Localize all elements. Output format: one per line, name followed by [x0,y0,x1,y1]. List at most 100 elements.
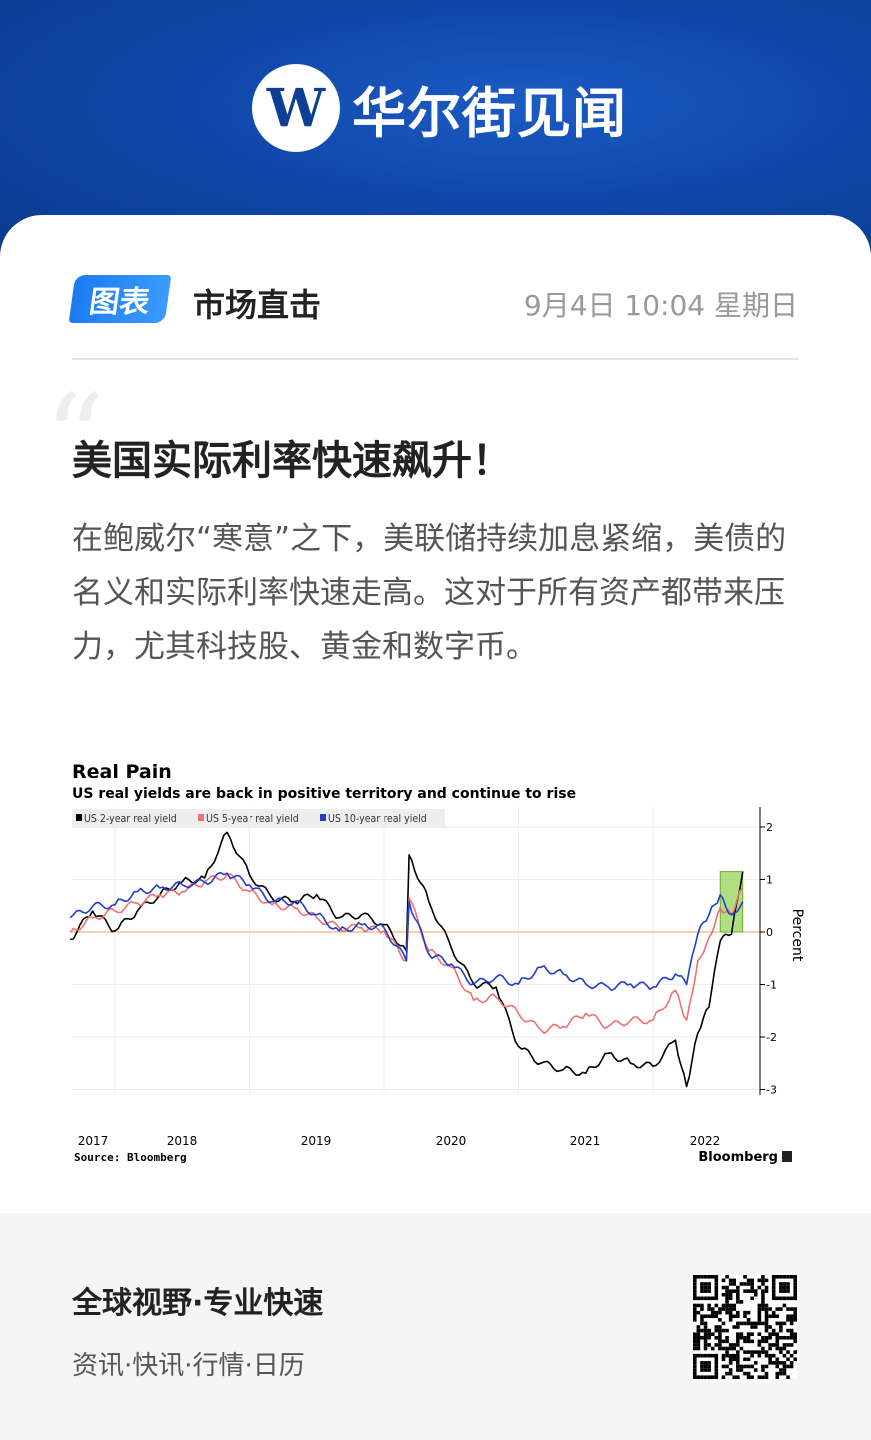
qr-module [761,1292,765,1297]
series-line-3 [69,871,744,992]
qr-module [739,1300,744,1304]
qr-module [786,1314,790,1319]
qr-code[interactable] [693,1275,797,1379]
qr-module [693,1339,697,1344]
qr-finder-module [793,1285,797,1290]
qr-finder-module [703,1296,708,1301]
qr-module [771,1328,776,1333]
qr-module [696,1346,701,1351]
qr-module [775,1339,780,1344]
qr-module [703,1335,708,1340]
qr-module [750,1289,754,1293]
qr-module [764,1325,769,1329]
qr-module [721,1339,726,1344]
qr-module [782,1303,787,1308]
qr-module [775,1361,780,1365]
qr-finder-module [703,1285,708,1290]
qr-finder-module [696,1275,701,1279]
qr-module [793,1350,797,1354]
qr-module [743,1289,747,1293]
qr-module [786,1350,790,1354]
qr-module [718,1343,722,1347]
qr-module [761,1300,765,1304]
qr-finder-module [707,1364,711,1369]
qr-finder-module [693,1371,697,1376]
qr-finder-module [703,1368,708,1372]
x-tick-label: 2022 [690,1134,721,1148]
brand-logo: W 华尔街见闻 [252,64,627,152]
qr-module [743,1321,747,1326]
qr-module [718,1307,722,1311]
qr-module [779,1328,783,1333]
qr-finder-module [693,1278,697,1283]
qr-module [757,1310,762,1315]
qr-module [757,1318,762,1322]
qr-module [736,1332,740,1336]
qr-module [789,1314,794,1319]
qr-module [764,1285,769,1290]
qr-module [732,1307,737,1311]
qr-finder-module [707,1375,711,1379]
qr-module [775,1314,780,1319]
qr-module [736,1361,740,1365]
qr-module [789,1328,794,1333]
qr-module [764,1328,769,1333]
qr-module [786,1357,790,1362]
qr-module [725,1292,729,1297]
qr-finder-module [714,1289,719,1293]
qr-module [718,1325,722,1329]
qr-module [786,1318,790,1322]
qr-finder-module [707,1275,711,1279]
chart-series [69,831,744,1088]
qr-module [710,1307,715,1311]
qr-module [789,1321,794,1326]
qr-module [789,1307,794,1311]
qr-module [757,1339,762,1344]
qr-module [764,1375,769,1379]
qr-module [779,1321,783,1326]
x-tick-label: 2018 [167,1134,198,1148]
qr-finder-module [703,1361,708,1365]
qr-module [725,1303,729,1308]
qr-finder-module [779,1275,783,1279]
qr-module [746,1318,751,1322]
qr-module [693,1332,697,1336]
qr-module [757,1321,762,1326]
qr-finder-module [786,1275,790,1279]
qr-finder-module [696,1296,701,1301]
qr-module [696,1328,701,1333]
qr-module [753,1292,758,1297]
qr-finder-module [779,1282,783,1286]
qr-finder-module [707,1353,711,1358]
qr-module [700,1303,704,1308]
qr-module [782,1321,787,1326]
chart-tag-badge: 图表 [68,275,172,323]
qr-module [736,1357,740,1362]
divider [72,358,799,360]
qr-module [703,1339,708,1344]
qr-module [718,1310,722,1315]
qr-finder-module [693,1364,697,1369]
qr-finder-module [771,1275,776,1279]
qr-finder-module [771,1289,776,1293]
qr-module [718,1339,722,1344]
qr-module [771,1361,776,1365]
bloomberg-brand: Bloomberg [698,1150,778,1165]
qr-module [693,1335,697,1340]
qr-module [768,1343,772,1347]
qr-finder-module [786,1285,790,1290]
qr-module [782,1335,787,1340]
qr-module [721,1278,726,1283]
qr-module [743,1314,747,1319]
qr-module [710,1346,715,1351]
y-tick-label: 1 [766,874,773,887]
qr-module [761,1278,765,1283]
qr-module [736,1368,740,1372]
qr-module [696,1332,701,1336]
qr-module [739,1332,744,1336]
qr-module [775,1307,780,1311]
qr-module [743,1275,747,1279]
qr-module [761,1282,765,1286]
qr-module [746,1335,751,1340]
qr-module [728,1296,733,1301]
